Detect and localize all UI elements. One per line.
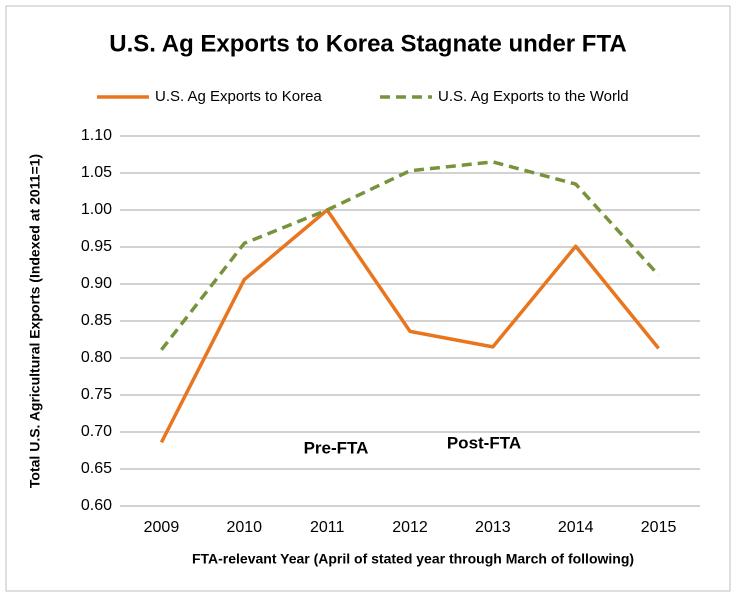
y-tick-label: 0.75: [81, 386, 112, 403]
y-tick-label: 0.70: [81, 423, 112, 440]
y-axis-title: Total U.S. Agricultural Exports (Indexed…: [27, 154, 43, 488]
x-axis-title: FTA-relevant Year (April of stated year …: [192, 551, 634, 567]
chart-border: [5, 5, 731, 592]
y-tick-label: 0.95: [81, 238, 112, 255]
y-tick-label: 1.00: [81, 201, 112, 218]
x-tick-label: 2013: [475, 519, 511, 536]
legend-label: U.S. Ag Exports to Korea: [155, 88, 322, 105]
x-tick-label: 2014: [558, 519, 594, 536]
y-tick-label: 0.80: [81, 349, 112, 366]
y-tick-label: 0.85: [81, 312, 112, 329]
chart-title: U.S. Ag Exports to Korea Stagnate under …: [109, 30, 626, 57]
x-tick-label: 2010: [226, 519, 262, 536]
y-tick-label: 1.05: [81, 164, 112, 181]
y-tick-label: 1.10: [81, 127, 112, 144]
x-tick-label: 2009: [144, 519, 180, 536]
x-tick-label: 2011: [310, 519, 345, 536]
series-line: [159, 208, 660, 444]
x-tick-label: 2012: [392, 519, 428, 536]
annotation: Pre-FTA: [304, 438, 369, 457]
y-tick-label: 0.60: [81, 497, 112, 514]
legend-label: U.S. Ag Exports to the World: [438, 88, 629, 105]
y-tick-label: 0.90: [81, 275, 112, 292]
annotation: Post-FTA: [447, 433, 521, 452]
x-tick-label: 2015: [641, 519, 677, 536]
series-line: [160, 160, 660, 351]
y-tick-label: 0.65: [81, 460, 112, 477]
